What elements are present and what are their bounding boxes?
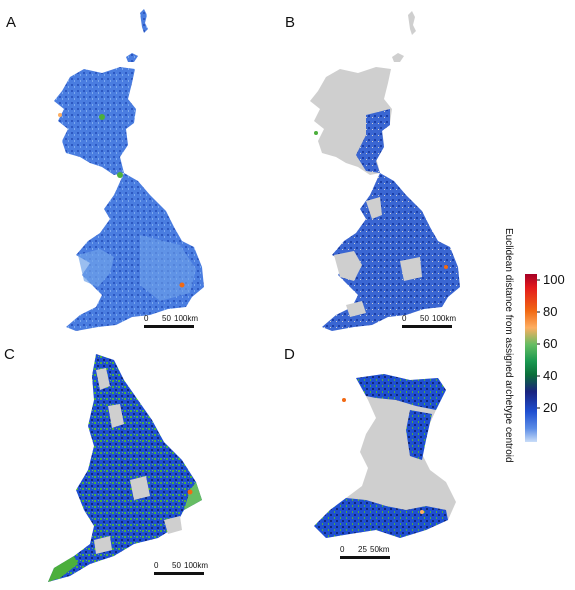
scale-zero: 0 bbox=[402, 314, 407, 323]
tick-label-40: 40 bbox=[543, 368, 557, 383]
grey-patch bbox=[164, 516, 182, 534]
panel-label-c: C bbox=[4, 346, 15, 363]
scale-zero: 0 bbox=[154, 561, 159, 570]
hotspot bbox=[342, 398, 346, 402]
scale-end: 100km bbox=[184, 561, 208, 570]
grey-patch bbox=[96, 368, 110, 390]
shetland-shape bbox=[140, 9, 148, 33]
scale-zero: 0 bbox=[144, 314, 149, 323]
orkney-shape bbox=[126, 53, 138, 62]
grey-patch bbox=[366, 197, 382, 219]
shetland-shape bbox=[408, 11, 416, 35]
hotspot bbox=[314, 131, 318, 135]
grey-patch bbox=[400, 257, 422, 281]
scale-mid: 25 bbox=[358, 545, 367, 554]
scale-mid: 50 bbox=[172, 561, 181, 570]
grey-patch bbox=[94, 536, 112, 554]
hotspot bbox=[179, 282, 185, 288]
green-coast bbox=[48, 556, 78, 582]
grey-patch bbox=[108, 404, 124, 428]
scale-bar bbox=[154, 572, 204, 575]
hotspot bbox=[420, 510, 424, 514]
panel-label-a: A bbox=[6, 14, 17, 31]
scale-mid: 50 bbox=[420, 314, 429, 323]
map-a: 0 50 100km bbox=[54, 9, 204, 331]
tick-label-100: 100 bbox=[543, 272, 565, 287]
scale-end: 100km bbox=[432, 314, 456, 323]
hotspot bbox=[117, 172, 123, 178]
grey-patch bbox=[334, 251, 362, 281]
colorbar: 100 80 60 40 20 bbox=[525, 272, 565, 442]
scale-bar bbox=[144, 325, 194, 328]
colorbar-gradient bbox=[525, 274, 537, 442]
hotspot bbox=[444, 265, 448, 269]
hotspot bbox=[58, 113, 62, 117]
blue-north bbox=[356, 374, 446, 410]
scale-mid: 50 bbox=[162, 314, 171, 323]
map-c: 0 50 100km bbox=[48, 354, 208, 582]
panel-label-b: B bbox=[285, 14, 296, 31]
green-coast bbox=[184, 482, 202, 510]
panel-label-d: D bbox=[284, 346, 295, 363]
scale-end: 100km bbox=[174, 314, 198, 323]
blue-east bbox=[406, 410, 432, 460]
map-b: 0 50 100km bbox=[310, 11, 460, 331]
map-d: 0 25 50km bbox=[314, 374, 456, 559]
scale-bar bbox=[402, 325, 452, 328]
grey-patch bbox=[346, 301, 366, 317]
scale-bar bbox=[340, 556, 390, 559]
orkney-shape bbox=[392, 53, 404, 62]
england-shape bbox=[48, 354, 202, 582]
hotspot bbox=[99, 114, 105, 120]
scotland-blue bbox=[356, 109, 390, 173]
england-wales-shape bbox=[322, 173, 460, 331]
scale-zero: 0 bbox=[340, 545, 345, 554]
colorbar-ticks: 100 80 60 40 20 bbox=[537, 272, 565, 415]
tick-label-20: 20 bbox=[543, 400, 557, 415]
blue-south bbox=[314, 498, 448, 538]
scotland-shape bbox=[54, 67, 136, 175]
hotspot bbox=[187, 489, 193, 495]
tick-label-80: 80 bbox=[543, 304, 557, 319]
grey-patch bbox=[130, 476, 150, 500]
wales-light bbox=[78, 249, 114, 287]
tick-label-60: 60 bbox=[543, 336, 557, 351]
scale-end: 50km bbox=[370, 545, 390, 554]
colorbar-title: Euclidean distance from assigned archety… bbox=[503, 228, 514, 463]
